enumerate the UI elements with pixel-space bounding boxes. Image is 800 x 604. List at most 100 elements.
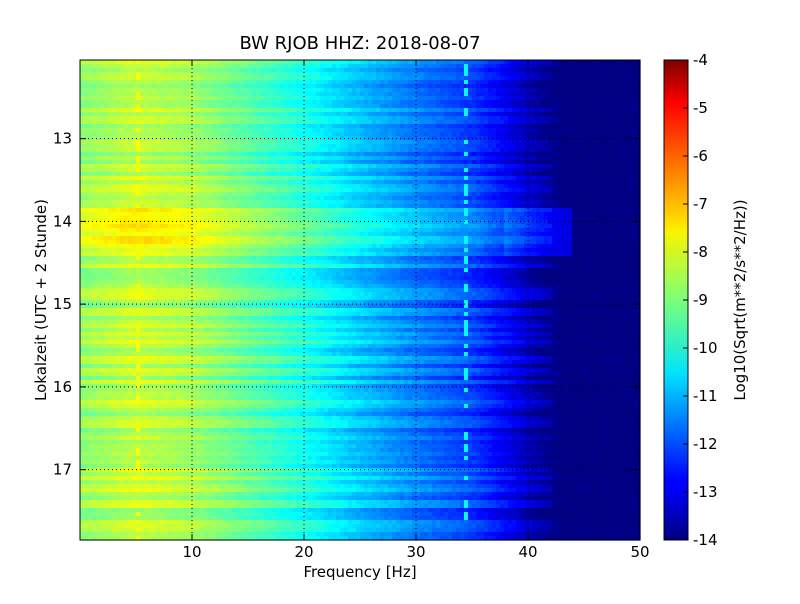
heatmap-cell [256, 180, 261, 185]
heatmap-cell [484, 80, 489, 85]
heatmap-cell [492, 184, 497, 189]
heatmap-cell [432, 140, 437, 145]
heatmap-cell [456, 92, 461, 97]
heatmap-cell [348, 144, 353, 149]
heatmap-cell [168, 184, 173, 189]
heatmap-cell [624, 144, 629, 149]
heatmap-cell [128, 140, 133, 145]
heatmap-cell [284, 88, 289, 93]
heatmap-cell [176, 176, 181, 181]
heatmap-cell [616, 68, 621, 73]
heatmap-cell [352, 108, 357, 113]
heatmap-cell [612, 152, 617, 157]
heatmap-cell [232, 72, 237, 77]
heatmap-cell [424, 116, 429, 121]
heatmap-cell [464, 164, 469, 169]
heatmap-cell [284, 92, 289, 97]
heatmap-cell [136, 196, 141, 201]
heatmap-cell [572, 152, 577, 157]
heatmap-cell [424, 88, 429, 93]
heatmap-cell [316, 108, 321, 113]
heatmap-cell [472, 148, 477, 153]
heatmap-cell [396, 164, 401, 169]
heatmap-cell [216, 188, 221, 193]
heatmap-cell [456, 96, 461, 101]
heatmap-cell [468, 152, 473, 157]
heatmap-cell [92, 168, 97, 173]
heatmap-cell [336, 192, 341, 197]
heatmap-cell [628, 92, 633, 97]
heatmap-cell [168, 108, 173, 113]
heatmap-cell [444, 168, 449, 173]
heatmap-cell [556, 152, 561, 157]
heatmap-cell [556, 168, 561, 173]
heatmap-cell [416, 188, 421, 193]
heatmap-cell [596, 104, 601, 109]
heatmap-cell [156, 168, 161, 173]
heatmap-cell [268, 96, 273, 101]
heatmap-cell [616, 92, 621, 97]
heatmap-cell [380, 124, 385, 129]
heatmap-cell [400, 116, 405, 121]
heatmap-cell [100, 136, 105, 141]
heatmap-cell [636, 72, 641, 77]
heatmap-cell [364, 84, 369, 89]
heatmap-cell [572, 72, 577, 77]
heatmap-cell [136, 136, 141, 141]
heatmap-cell [504, 100, 509, 105]
heatmap-cell [452, 76, 457, 81]
heatmap-cell [276, 156, 281, 161]
heatmap-cell [608, 60, 613, 65]
heatmap-cell [232, 64, 237, 69]
heatmap-cell [472, 84, 477, 89]
heatmap-cell [144, 172, 149, 177]
heatmap-cell [84, 108, 89, 113]
heatmap-cell [596, 92, 601, 97]
heatmap-cell [268, 108, 273, 113]
heatmap-cell [560, 60, 565, 65]
heatmap-cell [364, 196, 369, 201]
heatmap-cell [500, 128, 505, 133]
heatmap-cell [576, 84, 581, 89]
heatmap-cell [560, 144, 565, 149]
heatmap-cell [256, 88, 261, 93]
heatmap-cell [352, 64, 357, 69]
heatmap-cell [556, 148, 561, 153]
heatmap-cell [372, 76, 377, 81]
heatmap-cell [300, 96, 305, 101]
heatmap-cell [292, 96, 297, 101]
heatmap-cell [128, 132, 133, 137]
heatmap-cell [236, 148, 241, 153]
heatmap-cell [160, 68, 165, 73]
heatmap-cell [92, 80, 97, 85]
heatmap-cell [420, 60, 425, 65]
heatmap-cell [188, 96, 193, 101]
heatmap-cell [148, 80, 153, 85]
heatmap-cell [312, 164, 317, 169]
heatmap-cell [176, 100, 181, 105]
heatmap-cell [304, 80, 309, 85]
heatmap-cell [364, 92, 369, 97]
heatmap-cell [596, 112, 601, 117]
heatmap-cell [132, 92, 137, 97]
heatmap-cell [508, 192, 513, 197]
heatmap-cell [276, 200, 281, 205]
heatmap-cell [140, 196, 145, 201]
heatmap-cell [240, 112, 245, 117]
heatmap-cell [336, 148, 341, 153]
heatmap-cell [412, 132, 417, 137]
heatmap-cell [120, 172, 125, 177]
heatmap-cell [400, 128, 405, 133]
heatmap-cell [248, 68, 253, 73]
heatmap-cell [184, 200, 189, 205]
heatmap-cell [172, 76, 177, 81]
heatmap-cell [176, 128, 181, 133]
heatmap-cell [312, 148, 317, 153]
heatmap-cell [128, 136, 133, 141]
heatmap-cell [592, 152, 597, 157]
heatmap-cell [400, 132, 405, 137]
heatmap-cell [156, 144, 161, 149]
heatmap-cell [148, 180, 153, 185]
heatmap-cell [552, 192, 557, 197]
heatmap-cell [236, 184, 241, 189]
